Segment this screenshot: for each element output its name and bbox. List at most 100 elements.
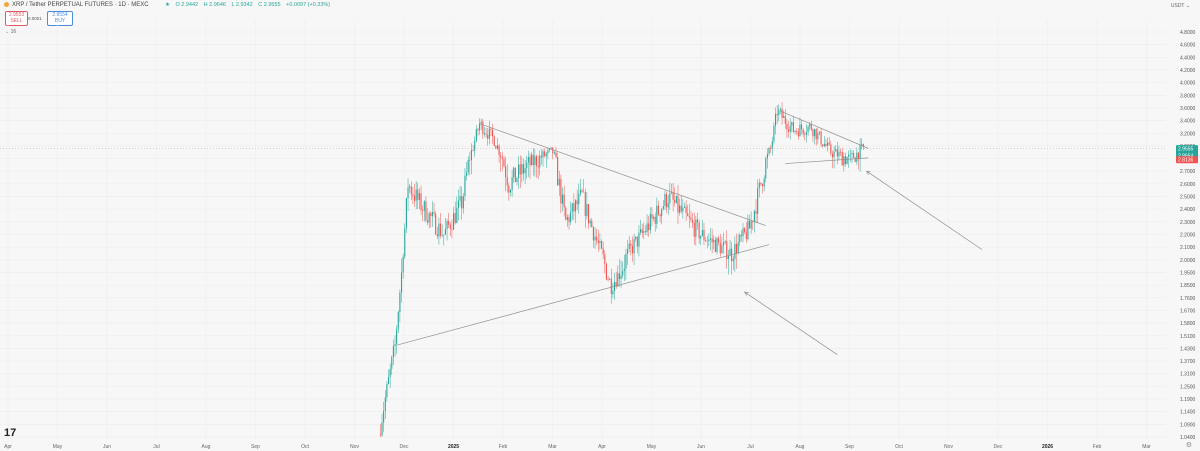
candle-body bbox=[631, 245, 633, 254]
candle-body bbox=[758, 182, 760, 189]
candle-body bbox=[794, 131, 796, 133]
x-tick-label: Apr bbox=[598, 444, 606, 450]
y-tick-label: 1.9500 bbox=[1180, 270, 1196, 276]
x-tick-label: Jul bbox=[747, 444, 753, 450]
candle-body bbox=[496, 145, 499, 149]
arrow-line[interactable] bbox=[744, 291, 838, 355]
trendline[interactable] bbox=[396, 244, 770, 346]
candle-body bbox=[552, 147, 554, 154]
candle-body bbox=[857, 152, 860, 160]
candle-body bbox=[713, 239, 715, 243]
price-tag bbox=[1176, 156, 1198, 164]
arrow-line[interactable] bbox=[866, 170, 983, 250]
gear-icon[interactable]: ⚙ bbox=[1185, 442, 1192, 449]
candle-body bbox=[797, 131, 799, 137]
candle-body bbox=[514, 167, 516, 182]
candle-body bbox=[443, 234, 445, 236]
candle-body bbox=[612, 290, 614, 295]
candle-body bbox=[683, 206, 686, 208]
chevron-down-icon: ⌄ bbox=[1185, 3, 1190, 9]
y-tick-label: 1.3700 bbox=[1180, 359, 1196, 365]
y-tick-label: 3.2000 bbox=[1180, 131, 1196, 137]
candle-body bbox=[392, 345, 394, 358]
ohlc-close: C 2.9555 bbox=[258, 2, 281, 8]
candle-body bbox=[854, 157, 856, 162]
candle-body bbox=[827, 142, 829, 146]
candle-body bbox=[701, 230, 703, 236]
star-icon[interactable]: ★ bbox=[165, 2, 170, 8]
candle-body bbox=[526, 162, 528, 169]
candle-body bbox=[433, 212, 435, 214]
candle-body bbox=[459, 196, 461, 201]
buy-label: BUY bbox=[54, 18, 66, 24]
candle-body bbox=[638, 232, 640, 247]
candle-body bbox=[391, 357, 393, 369]
candle-body bbox=[381, 422, 383, 436]
candle-body bbox=[397, 312, 399, 330]
buy-price: 2.9554 bbox=[52, 12, 68, 18]
sell-button[interactable]: 2.9553 SELL bbox=[5, 11, 28, 26]
buy-button[interactable]: 2.9554 BUY bbox=[47, 11, 73, 26]
candle-body bbox=[623, 268, 625, 272]
candle-body bbox=[644, 231, 647, 233]
candle-body bbox=[446, 221, 448, 229]
candle-body bbox=[822, 144, 824, 147]
candle-body bbox=[508, 185, 510, 193]
candle-body bbox=[698, 222, 700, 239]
candle-body bbox=[477, 129, 479, 131]
candle-body bbox=[640, 229, 642, 233]
candle-body bbox=[464, 175, 466, 197]
candle-body bbox=[635, 236, 637, 240]
candle-body bbox=[493, 136, 495, 146]
candle-body bbox=[724, 241, 726, 243]
candle-body bbox=[620, 275, 622, 279]
candle-body bbox=[490, 128, 492, 130]
candle-body bbox=[799, 124, 801, 137]
currency-label[interactable]: USDT ⌄ bbox=[1171, 3, 1190, 9]
y-tick-label: 3.4000 bbox=[1180, 119, 1196, 125]
candle-body bbox=[417, 189, 419, 200]
candle-body bbox=[583, 191, 585, 193]
candle-body bbox=[732, 258, 734, 262]
candle-body bbox=[748, 220, 751, 229]
candle-body bbox=[488, 128, 490, 139]
candle-body bbox=[727, 255, 729, 260]
x-tick-label: Sep bbox=[251, 444, 260, 450]
price-tag-value: 2.8136 bbox=[1178, 158, 1194, 164]
exchange-icon bbox=[4, 2, 9, 7]
x-tick-label: Mar bbox=[548, 444, 557, 450]
candle-body bbox=[674, 199, 676, 203]
candle-body bbox=[703, 230, 705, 241]
candle-body bbox=[505, 166, 507, 178]
symbol-title[interactable]: XRP / Tether PERPETUAL FUTURES · 1D · ME… bbox=[4, 2, 149, 8]
candle-body bbox=[853, 153, 855, 158]
candle-body bbox=[474, 141, 476, 151]
candle-body bbox=[747, 220, 749, 240]
candle-body bbox=[744, 228, 746, 233]
x-tick-label: Nov bbox=[350, 444, 359, 450]
candle-body bbox=[833, 151, 835, 158]
candle-body bbox=[685, 206, 687, 214]
candle-body bbox=[430, 213, 432, 217]
trendline[interactable] bbox=[479, 123, 766, 226]
y-tick-label: 1.7600 bbox=[1180, 296, 1196, 302]
y-tick-label: 3.6000 bbox=[1180, 106, 1196, 112]
x-tick-label: Dec bbox=[994, 444, 1003, 450]
candle-body bbox=[726, 241, 728, 260]
candle-body bbox=[784, 115, 786, 124]
candle-body bbox=[610, 278, 612, 295]
candle-body bbox=[482, 121, 484, 135]
candle-body bbox=[547, 149, 549, 154]
y-tick-label: 4.4000 bbox=[1180, 55, 1196, 61]
candle-body bbox=[602, 248, 604, 255]
trendline[interactable] bbox=[785, 157, 869, 164]
candle-body bbox=[849, 154, 851, 155]
candle-body bbox=[856, 152, 858, 162]
candle-body bbox=[625, 254, 627, 269]
trendline[interactable] bbox=[780, 110, 869, 149]
candle-body bbox=[565, 207, 567, 220]
candle-body bbox=[413, 195, 416, 201]
candle-body bbox=[475, 129, 477, 142]
